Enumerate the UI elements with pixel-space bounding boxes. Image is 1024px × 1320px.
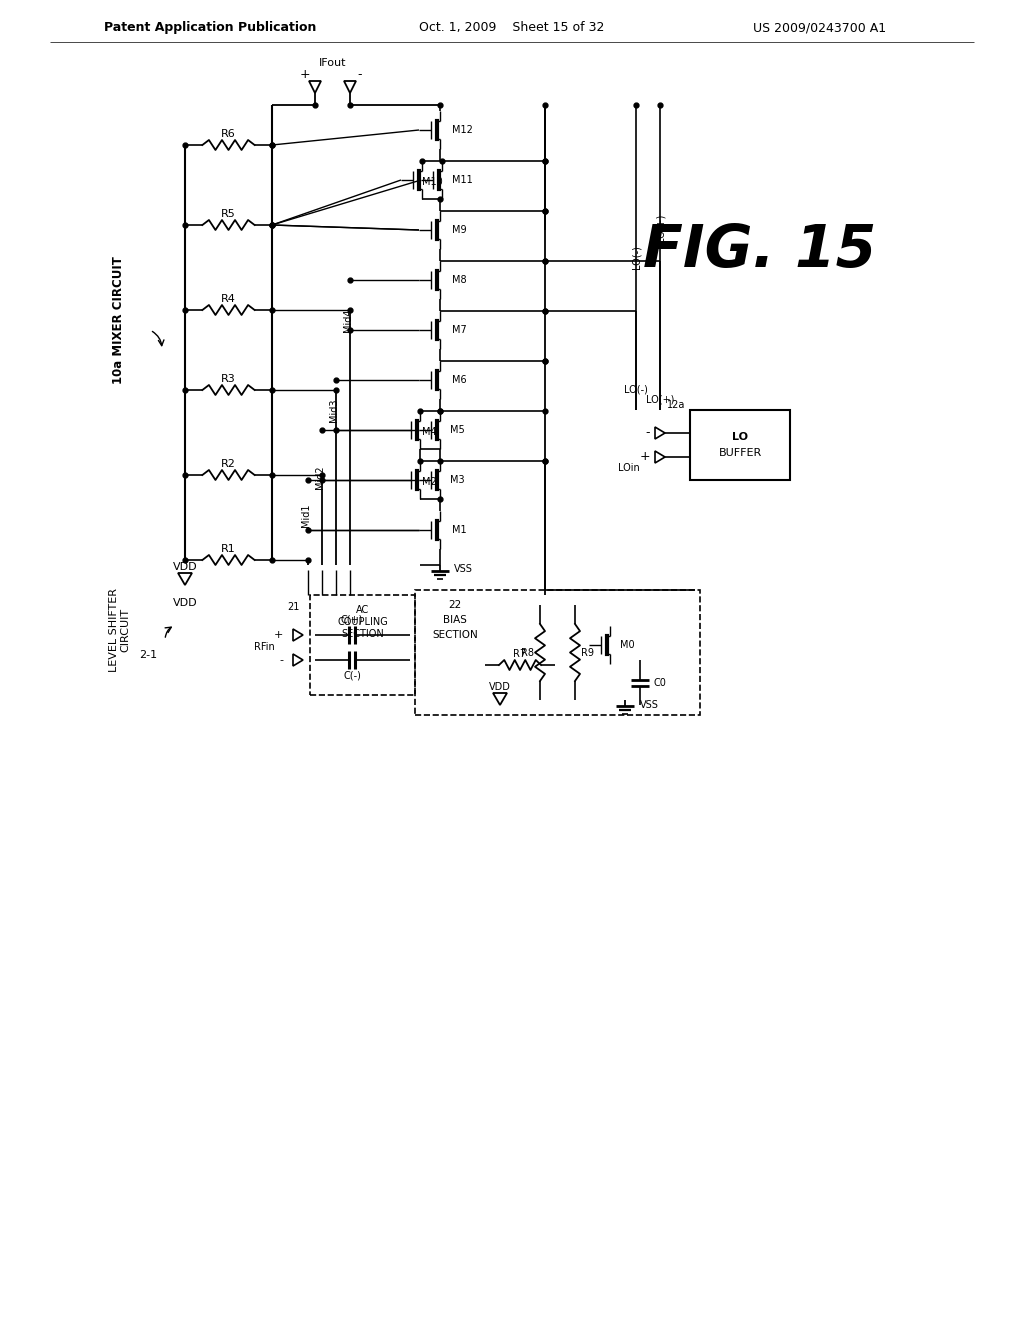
Polygon shape [493,693,507,705]
Text: M5: M5 [450,425,465,436]
Text: M1: M1 [452,525,467,535]
Text: C(-): C(-) [343,671,360,681]
Text: M4: M4 [422,426,436,437]
Text: IFout: IFout [318,58,346,69]
Text: R6: R6 [221,129,236,139]
Text: LO(+): LO(+) [655,214,665,242]
Text: VSS: VSS [640,700,658,710]
Text: R5: R5 [221,209,236,219]
Text: M2: M2 [422,477,437,487]
Text: LOin: LOin [618,463,640,473]
Text: RFin: RFin [254,643,275,652]
Polygon shape [344,81,356,92]
Text: C0: C0 [654,677,667,688]
Text: FIG. 15: FIG. 15 [643,222,877,279]
Text: R7: R7 [513,649,526,659]
Text: SECTION: SECTION [432,630,478,640]
Text: LEVEL SHIFTER
CIRCUIT: LEVEL SHIFTER CIRCUIT [110,587,131,672]
Text: M10: M10 [422,177,442,187]
Text: Mid1: Mid1 [301,503,311,527]
Text: R1: R1 [221,544,236,554]
Text: VSS: VSS [454,564,473,574]
Text: LO(+): LO(+) [646,395,674,405]
Text: BUFFER: BUFFER [719,447,762,458]
Text: M3: M3 [450,475,465,484]
Text: 2-1: 2-1 [139,649,157,660]
Text: -: - [645,426,650,440]
Polygon shape [178,573,193,585]
Text: +: + [273,630,283,640]
Text: R8: R8 [521,648,535,657]
Text: M9: M9 [452,224,467,235]
Text: R2: R2 [221,459,236,469]
Text: LO(-): LO(-) [631,246,641,269]
Text: M6: M6 [452,375,467,385]
Polygon shape [293,630,303,642]
Polygon shape [655,451,665,463]
Text: R3: R3 [221,374,236,384]
Text: M7: M7 [452,325,467,335]
Bar [310,595,415,696]
Polygon shape [309,81,321,92]
Text: Mid4: Mid4 [343,309,353,331]
Text: C(+): C(+) [341,614,364,624]
Text: Oct. 1, 2009    Sheet 15 of 32: Oct. 1, 2009 Sheet 15 of 32 [419,21,605,34]
Text: R4: R4 [221,294,236,304]
Text: +: + [639,450,650,463]
Text: Mid2: Mid2 [315,466,325,490]
Text: R9: R9 [581,648,594,657]
Text: 10a MIXER CIRCUIT: 10a MIXER CIRCUIT [112,256,125,384]
Text: 21: 21 [288,602,300,612]
Text: -: - [357,69,362,82]
Text: Mid3: Mid3 [329,399,339,422]
Text: US 2009/0243700 A1: US 2009/0243700 A1 [754,21,887,34]
Text: VDD: VDD [173,598,198,609]
Text: COUPLING: COUPLING [337,616,388,627]
Text: -: - [279,655,283,665]
Text: LO: LO [732,432,748,442]
Text: +: + [300,69,310,82]
Text: LO(-): LO(-) [624,385,648,395]
Text: AC: AC [356,605,369,615]
Polygon shape [293,653,303,667]
Text: M8: M8 [452,275,467,285]
Text: M11: M11 [452,176,473,185]
Polygon shape [655,426,665,440]
Text: 22: 22 [449,601,462,610]
Text: SECTION: SECTION [341,630,384,639]
Text: 12a: 12a [667,400,685,411]
Text: Patent Application Publication: Patent Application Publication [103,21,316,34]
Text: BIAS: BIAS [443,615,467,624]
Bar [415,590,700,715]
Text: VDD: VDD [489,682,511,692]
Bar [690,411,790,480]
Text: M12: M12 [452,125,473,135]
Text: M0: M0 [620,640,635,649]
Text: VDD: VDD [173,562,198,572]
